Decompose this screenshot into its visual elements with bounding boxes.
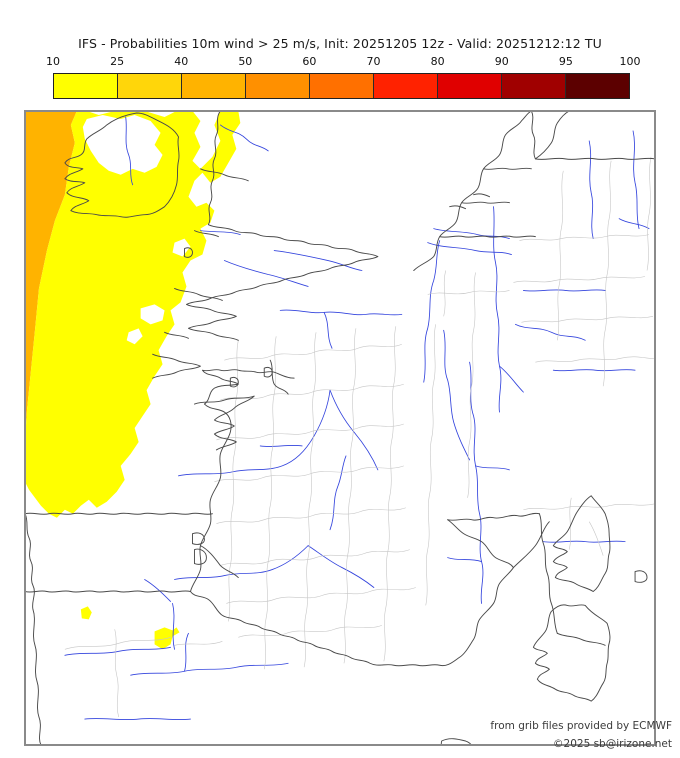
colorbar-segment-40-50 [182, 74, 246, 98]
colorbar-tick-90: 90 [494, 55, 509, 68]
colorbar-segment-50-60 [246, 74, 310, 98]
colorbar-tick-80: 80 [430, 55, 445, 68]
coast-sardinia [532, 604, 611, 702]
colorbar-tick-50: 50 [238, 55, 253, 68]
colorbar-segment-95-100 [566, 74, 629, 98]
colorbar-tick-40: 40 [174, 55, 189, 68]
prob-band-25-40 [25, 111, 77, 474]
coastlines-layer [25, 111, 655, 745]
colorbar-tick-10: 10 [46, 55, 60, 68]
prob-patch-spain-1 [80, 606, 92, 620]
colorbar-strip [53, 73, 630, 99]
map-border [25, 111, 655, 745]
colorbar-segment-10-25 [54, 74, 118, 98]
prob-whitehole-irishsea-3 [150, 408, 169, 428]
colorbar-tick-70: 70 [366, 55, 381, 68]
probability-shading-layer [25, 111, 241, 650]
coast-corsica [552, 495, 611, 592]
colorbar-segment-90-95 [502, 74, 566, 98]
colorbar-tick-95: 95 [558, 55, 573, 68]
admin-boundaries-layer [64, 156, 655, 718]
colorbar-tick-25: 25 [110, 55, 125, 68]
colorbar-tick-labels: 10 25 40 50 60 70 80 90 95 100 [46, 55, 641, 71]
prob-whitehole-ireland-interior [82, 114, 163, 175]
credits-data-source: from grib files provided by ECMWF [490, 720, 672, 732]
coast-menorca [440, 738, 473, 745]
colorbar: 10 25 40 50 60 70 80 90 95 100 [46, 55, 641, 100]
colorbar-segment-60-70 [310, 74, 374, 98]
colorbar-segment-25-40 [118, 74, 182, 98]
prob-whitehole-irishsea-1 [140, 304, 165, 325]
colorbar-segment-70-80 [374, 74, 438, 98]
map-frame [24, 110, 656, 746]
coast-ireland [64, 112, 180, 218]
map-canvas[interactable] [25, 111, 655, 745]
prob-whitehole-celticsea [172, 238, 191, 257]
coast-benelux-germany [413, 111, 532, 271]
coast-great-britain [186, 111, 379, 341]
coast-iberia [25, 512, 213, 515]
colorbar-segment-80-90 [438, 74, 502, 98]
colorbar-tick-60: 60 [302, 55, 317, 68]
credits-copyright: ©2025 sb@irizone.net [553, 738, 672, 750]
colorbar-tick-100: 100 [619, 55, 641, 68]
page-title: IFS - Probabilities 10m wind > 25 m/s, I… [78, 36, 602, 51]
coast-france [190, 369, 514, 667]
